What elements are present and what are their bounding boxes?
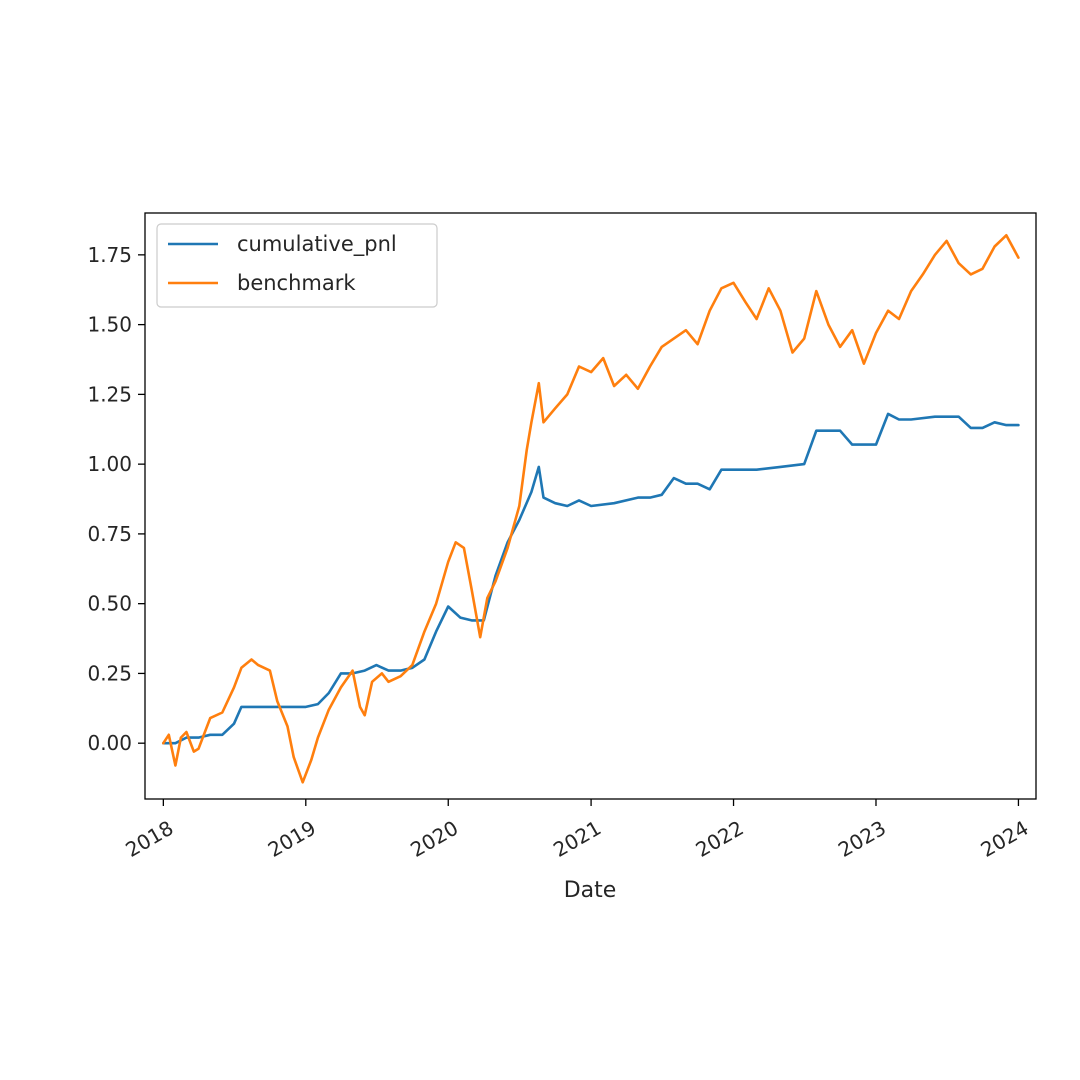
legend: cumulative_pnl benchmark <box>156 223 438 308</box>
x-axis: 2018 2019 2020 2021 2022 2023 2024 <box>121 799 1033 862</box>
legend-label-cumulative-pnl: cumulative_pnl <box>237 232 397 257</box>
series-line-benchmark <box>162 234 1020 784</box>
y-tick-label: 0.75 <box>87 522 132 546</box>
legend-box <box>156 223 438 308</box>
x-tick-label: 2024 <box>976 816 1032 862</box>
y-tick-label: 0.00 <box>87 731 132 755</box>
series-line-cumulative-pnl <box>162 412 1020 745</box>
x-tick-label: 2020 <box>406 816 462 862</box>
x-tick-label: 2021 <box>549 816 605 862</box>
x-tick-label: 2022 <box>692 816 748 862</box>
x-tick-label: 2023 <box>834 816 890 862</box>
y-tick-label: 1.50 <box>87 313 132 337</box>
y-tick-label: 0.25 <box>87 661 132 685</box>
y-tick-label: 1.00 <box>87 452 132 476</box>
y-axis: 0.00 0.25 0.50 0.75 1.00 1.25 1.50 1.75 <box>87 243 145 755</box>
x-tick-label: 2019 <box>264 816 320 862</box>
legend-label-benchmark: benchmark <box>237 271 356 295</box>
x-axis-label: Date <box>564 878 617 903</box>
y-tick-label: 1.25 <box>87 382 132 406</box>
y-tick-label: 0.50 <box>87 592 132 616</box>
plot-area <box>162 234 1020 784</box>
y-tick-label: 1.75 <box>87 243 132 267</box>
x-tick-label: 2018 <box>121 816 177 862</box>
